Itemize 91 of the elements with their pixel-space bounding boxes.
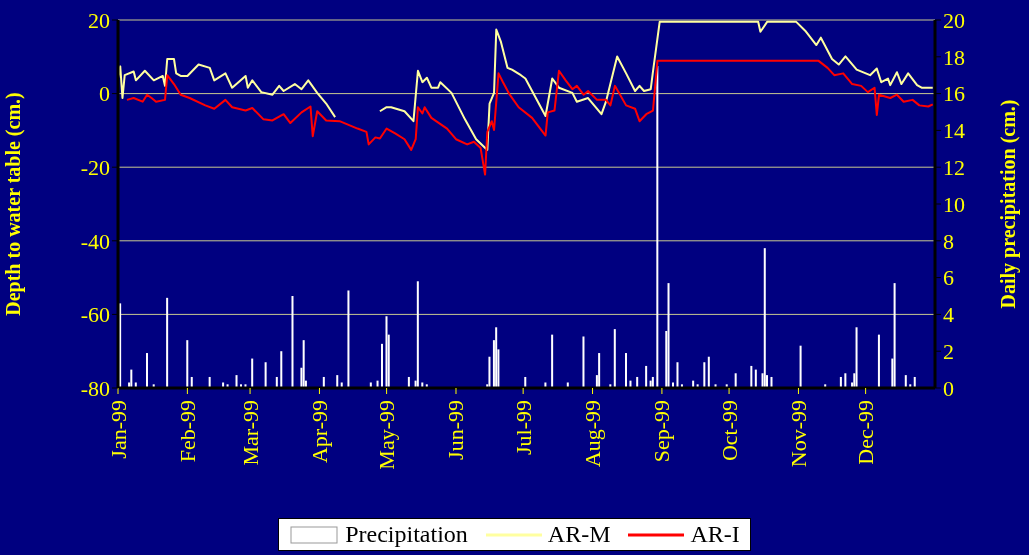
bar (369, 382, 372, 388)
bar (839, 376, 842, 388)
x-tick-label: Sep-99 (649, 400, 675, 463)
y2-tick-label: 20 (943, 7, 965, 33)
y2-axis-title: Daily precipitation (cm.) (997, 99, 1021, 309)
bar (624, 353, 627, 388)
bar (613, 329, 616, 388)
y2-tick-label: 12 (943, 155, 965, 181)
bar (264, 362, 267, 388)
y2-tick-label: 10 (943, 191, 965, 217)
bar (671, 382, 675, 388)
y-tick-label: -20 (80, 155, 110, 181)
bar (190, 376, 193, 388)
bar (645, 365, 648, 388)
bar (322, 376, 325, 388)
x-tick-label: May-99 (374, 400, 400, 470)
bar (130, 369, 133, 388)
bar (145, 353, 148, 388)
x-tick-label: Nov-99 (785, 400, 811, 468)
bar (636, 376, 639, 388)
bar (488, 356, 491, 388)
bar (566, 382, 569, 388)
bar (291, 296, 294, 388)
bar (754, 369, 757, 388)
bar (336, 375, 339, 388)
bar (667, 283, 670, 388)
x-tick-label: Apr-99 (306, 400, 332, 464)
bar (844, 373, 847, 388)
bar (799, 345, 802, 388)
bar (134, 382, 137, 388)
x-tick-label: Oct-99 (716, 400, 742, 462)
y-tick-label: -40 (80, 228, 110, 254)
bar (598, 353, 601, 388)
bar (495, 327, 498, 388)
bar (582, 336, 585, 388)
x-tick-label: Jun-99 (443, 400, 469, 460)
bar (676, 362, 679, 388)
bar (407, 376, 410, 388)
y2-tick-label: 4 (943, 302, 954, 328)
x-tick-label: Dec-99 (853, 400, 879, 465)
y-tick-label: -80 (80, 375, 110, 401)
legend-label: Precipitation (345, 521, 468, 548)
bar (166, 297, 169, 388)
y2-tick-label: 14 (943, 118, 965, 144)
y2-tick-label: 18 (943, 44, 965, 70)
bar (186, 340, 189, 388)
bar (222, 382, 225, 388)
y-tick-label: 20 (88, 7, 110, 33)
bar (703, 362, 706, 388)
bar (904, 375, 907, 388)
bar (381, 343, 384, 388)
y2-tick-label: 2 (943, 339, 954, 365)
legend-label: AR-M (547, 521, 611, 548)
bar (544, 382, 547, 388)
y2-tick-label: 8 (943, 228, 954, 254)
bar (302, 340, 305, 388)
bar (275, 376, 278, 388)
x-tick-label: Mar-99 (237, 400, 263, 466)
bar (551, 334, 554, 388)
bar (421, 382, 424, 388)
bar (235, 375, 238, 388)
bar (750, 365, 753, 388)
bar (855, 327, 858, 388)
bar (651, 376, 654, 388)
x-tick-label: Jan-99 (105, 400, 131, 459)
legend-label: AR-I (690, 521, 740, 548)
bar (347, 290, 350, 388)
y-axis-title: Depth to water table (cm.) (2, 92, 26, 316)
bar (340, 382, 343, 388)
y2-tick-label: 6 (943, 265, 954, 291)
bar (734, 373, 737, 388)
bar (763, 248, 766, 388)
line-series (125, 59, 934, 176)
x-tick-label: Jul-99 (510, 400, 536, 455)
y2-tick-label: 0 (943, 375, 954, 401)
bar (385, 316, 388, 388)
bar (770, 376, 773, 388)
bar (416, 281, 419, 388)
bar (524, 376, 527, 388)
y-tick-label: -60 (80, 302, 110, 328)
x-tick-label: Feb-99 (174, 400, 200, 463)
bar (877, 334, 880, 388)
y2-tick-label: 16 (943, 81, 965, 107)
x-tick-label: Aug-99 (580, 400, 606, 468)
bar (893, 283, 896, 388)
y-tick-label: 0 (99, 81, 110, 107)
bar (208, 376, 211, 388)
bar (280, 351, 283, 388)
bar (707, 356, 710, 388)
bar (913, 376, 916, 388)
bar (251, 358, 254, 388)
